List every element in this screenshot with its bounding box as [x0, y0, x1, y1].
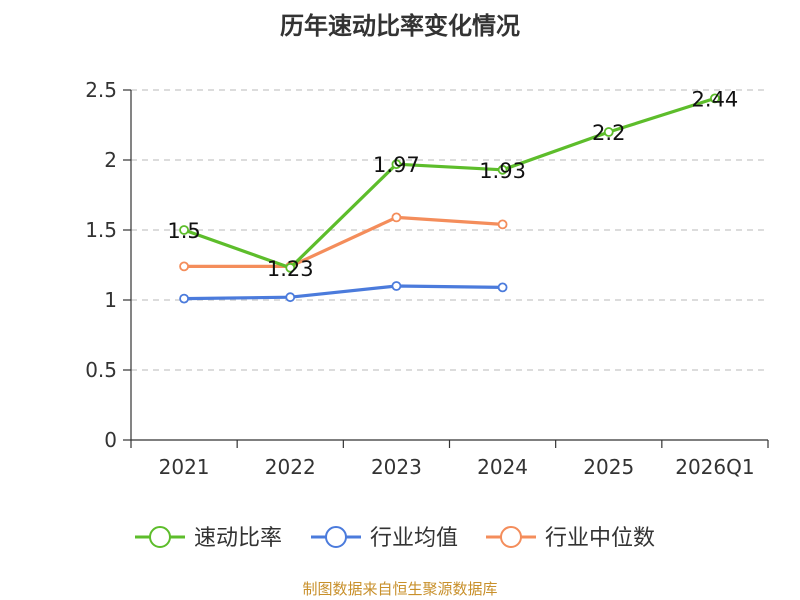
legend-marker	[149, 526, 171, 548]
x-tick-label: 2025	[583, 455, 634, 479]
y-tick-label: 1	[104, 288, 117, 312]
data-point	[497, 282, 508, 293]
data-label: 1.97	[373, 153, 420, 177]
legend-label: 行业中位数	[545, 526, 655, 551]
x-tick-label: 2024	[477, 455, 528, 479]
data-point	[179, 293, 189, 304]
legend-label: 速动比率	[194, 526, 282, 551]
series-line-0	[182, 96, 717, 270]
axes: 0 0.5 1 1.5 2 2.5 2021 2022 2023 2024 2025 2026Q1	[85, 78, 769, 479]
legend-label: 行业均值	[370, 526, 458, 551]
y-tick-label: 2	[104, 148, 117, 172]
data-point	[285, 262, 296, 273]
legend: 速动比率 行业均值 行业中位数	[135, 526, 655, 551]
series-lines	[179, 93, 720, 304]
data-point	[285, 292, 296, 303]
grid-lines	[131, 89, 768, 371]
data-point	[603, 127, 614, 137]
x-tick-label: 2023	[371, 455, 422, 479]
data-point	[497, 219, 508, 230]
data-point	[391, 159, 402, 170]
data-labels: 1.5 1.23 1.97 1.93 2.2 2.44	[167, 87, 738, 280]
data-label: 1.5	[167, 219, 200, 243]
legend-marker	[325, 526, 347, 548]
y-tick-label: 1.5	[85, 218, 117, 242]
series-line-2	[182, 215, 505, 268]
x-tick-label: 2026Q1	[675, 455, 754, 479]
data-point	[179, 261, 189, 272]
data-point	[391, 212, 402, 223]
data-point	[391, 281, 402, 291]
data-point	[179, 225, 189, 235]
x-tick-label: 2021	[159, 455, 210, 479]
source-note: 制图数据来自恒生聚源数据库	[302, 580, 498, 598]
legend-marker	[500, 526, 522, 548]
data-label: 1.23	[267, 257, 314, 281]
x-tick-label: 2022	[265, 455, 316, 479]
data-point	[710, 93, 720, 104]
data-point	[497, 164, 508, 175]
data-label: 2.44	[692, 87, 739, 111]
y-tick-label: 0	[104, 428, 117, 452]
series-line-1	[182, 284, 505, 301]
data-label: 2.2	[592, 121, 625, 145]
y-tick-label: 0.5	[85, 358, 117, 382]
data-label: 1.93	[479, 159, 526, 183]
y-tick-label: 2.5	[85, 78, 117, 102]
chart-title: 历年速动比率变化情况	[280, 12, 520, 40]
